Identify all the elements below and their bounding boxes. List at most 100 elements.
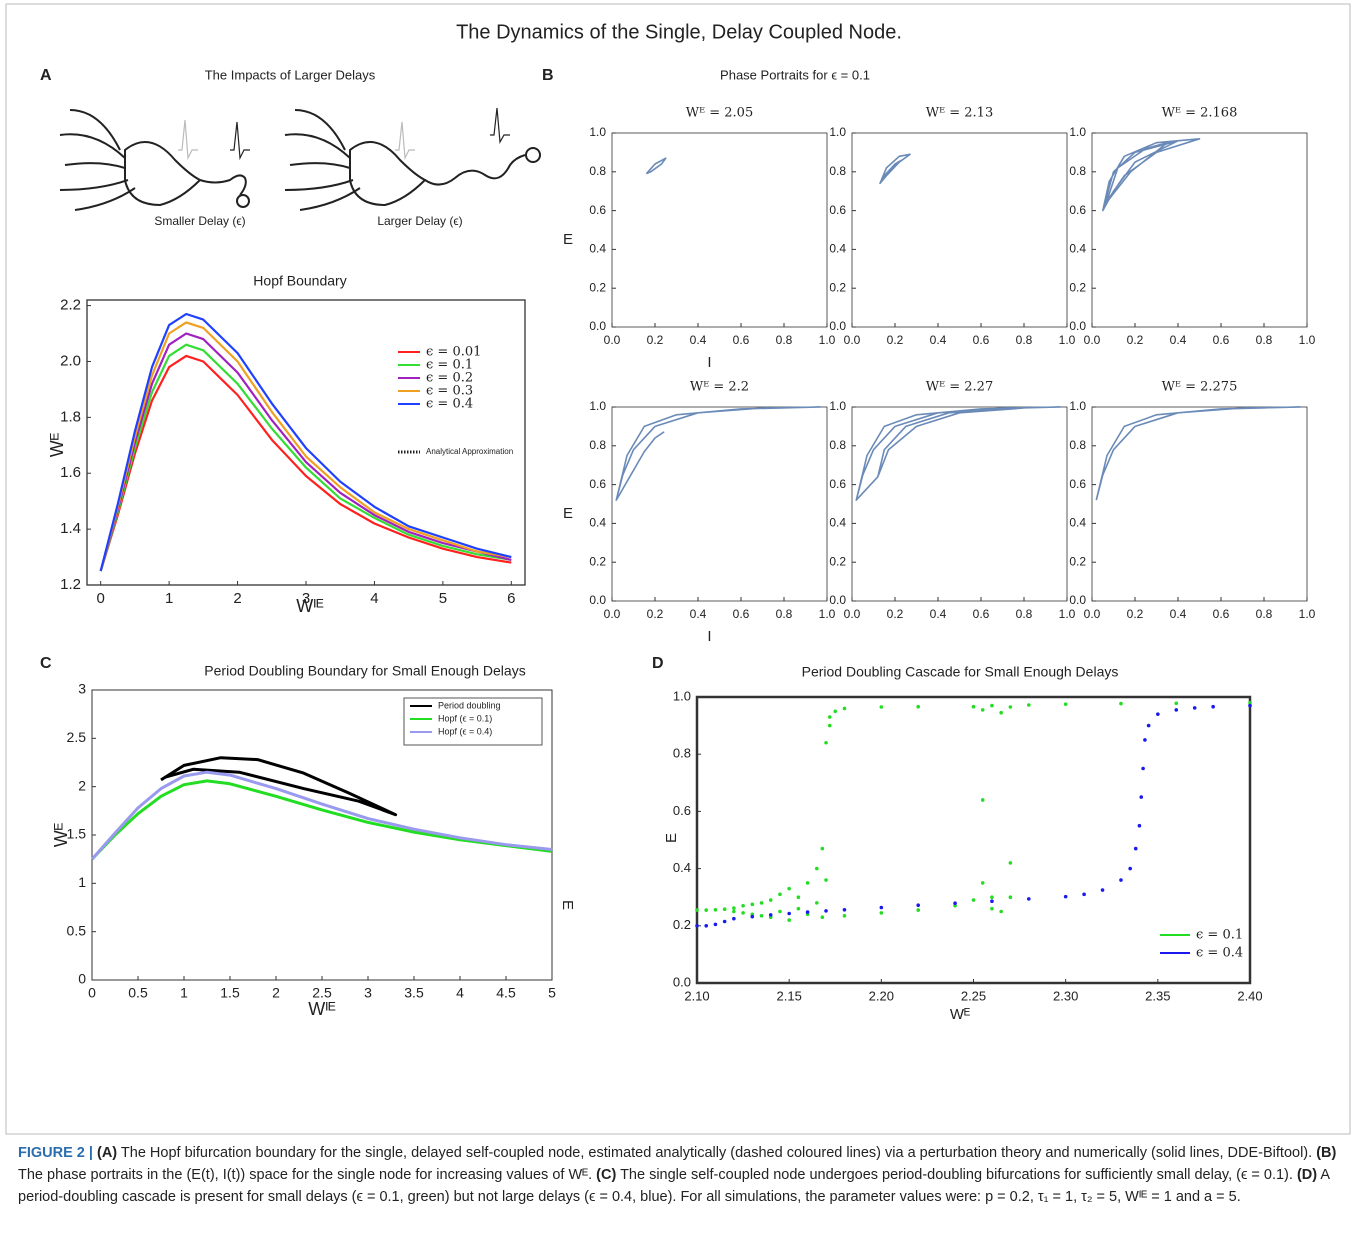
x-tick-label: 0 [97,590,105,607]
x-axis-label: Wᴵᴱ [308,999,336,1019]
x-tick-label: 0.6 [973,607,990,621]
data-point [787,886,791,891]
x-tick-label: 2.35 [1145,988,1170,1003]
x-tick-label: 0.4 [930,607,947,621]
y-tick-label: 0.6 [1069,203,1086,217]
neuron-schematic [59,107,541,211]
data-point [1156,712,1160,716]
data-point [778,892,782,897]
data-point [1100,888,1105,892]
x-tick-label: 0.8 [1256,607,1273,621]
plot-frame [611,406,828,602]
data-point [916,903,920,908]
y-tick-label: 0.6 [589,203,606,217]
data-point [732,909,736,914]
y-tick-label: 0.0 [1069,319,1086,333]
legend-label: Period doubling [438,700,501,710]
data-point [980,798,985,802]
plot-frame [851,132,1068,328]
y-tick-label: 1.0 [673,688,691,703]
data-point [990,895,994,899]
x-tick-label: 1.0 [819,333,836,347]
y-tick-label: 1.8 [60,408,81,425]
x-tick-label: 0.8 [1016,607,1033,621]
x-tick-label: 1.0 [1059,607,1076,621]
y-axis-label: E [663,833,680,843]
data-point [953,901,957,906]
y-tick-label: 2 [78,777,86,793]
subplot-title: Wᴱ = 2.05 [686,106,753,121]
x-tick-label: 2 [233,590,241,607]
x-tick-label: 0.6 [1213,333,1230,347]
x-tick-label: 0.6 [733,333,750,347]
data-point [695,924,699,928]
x-tick-label: 3 [364,985,372,1001]
x-tick-label: 0.2 [1127,607,1144,621]
x-tick-label: 0.4 [690,333,707,347]
spike [395,121,415,161]
x-tick-label: 5 [439,590,447,607]
legend-label: ϵ = 0.01 [426,345,481,360]
x-tick-label: 1.0 [1059,333,1076,347]
y-tick-label: 0.0 [589,319,606,333]
data-point [732,906,736,910]
data-point [732,916,736,921]
x-tick-label: 1 [180,985,188,1001]
data-point [971,704,976,709]
subplot-title: Wᴱ = 2.2 [690,380,749,395]
y-axis-label: Wᴱ [51,822,71,847]
series-line [90,770,553,861]
trajectory [615,406,822,501]
y-tick-label: 0.4 [1069,242,1086,256]
panel-label: A [40,67,52,84]
x-tick-label: 0.0 [1084,607,1101,621]
x-tick-label: 4.5 [496,985,516,1001]
series-line [99,332,512,572]
data-point [1141,766,1145,771]
trajectory [1095,406,1302,501]
x-tick-label: 2.40 [1237,988,1262,1003]
caption-segment: (A) [97,1145,118,1161]
y-tick-label: 1.0 [589,125,606,139]
x-axis-label: I [707,354,711,371]
subplot-title: Wᴱ = 2.13 [926,106,993,121]
x-tick-label: 0.2 [887,333,904,347]
data-point [842,907,847,912]
y-tick-label: 0.0 [673,974,691,989]
axon [424,154,526,186]
data-point [1133,846,1138,851]
data-point [990,899,994,904]
data-point [1174,708,1179,712]
series-line [160,756,398,817]
x-tick-label: 1.0 [819,607,836,621]
x-tick-label: 0.2 [647,607,664,621]
data-point [713,907,718,912]
data-point [990,703,994,708]
data-point [1008,861,1013,865]
x-tick-label: 2.5 [312,985,332,1001]
data-point [722,919,727,924]
data-point [1174,701,1179,706]
x-tick-label: 2.15 [777,988,802,1003]
y-tick-label: 0.4 [829,242,846,256]
data-point [833,709,838,714]
y-tick-label: 0.8 [589,164,606,178]
data-point [1128,866,1132,871]
legend-label: ϵ = 0.1 [1196,928,1243,943]
data-point [805,881,810,885]
x-tick-label: 0 [88,985,96,1001]
x-axis-label: Wᴱ [950,1006,970,1023]
data-point [796,906,801,911]
axon [199,174,247,196]
caption: FIGURE 2 | (A) The Hopf bifurcation boun… [18,1142,1340,1208]
data-point [1063,702,1068,706]
data-point [768,898,773,902]
x-tick-label: 0.4 [1170,607,1187,621]
y-tick-label: 1.6 [60,464,81,481]
legend-label: ϵ = 0.4 [1196,946,1243,961]
y-tick-label: 1.0 [1069,399,1086,413]
data-point [980,708,985,712]
x-tick-label: 2 [272,985,280,1001]
caption-segment: The phase portraits in the (E(t), I(t)) … [18,1167,597,1183]
